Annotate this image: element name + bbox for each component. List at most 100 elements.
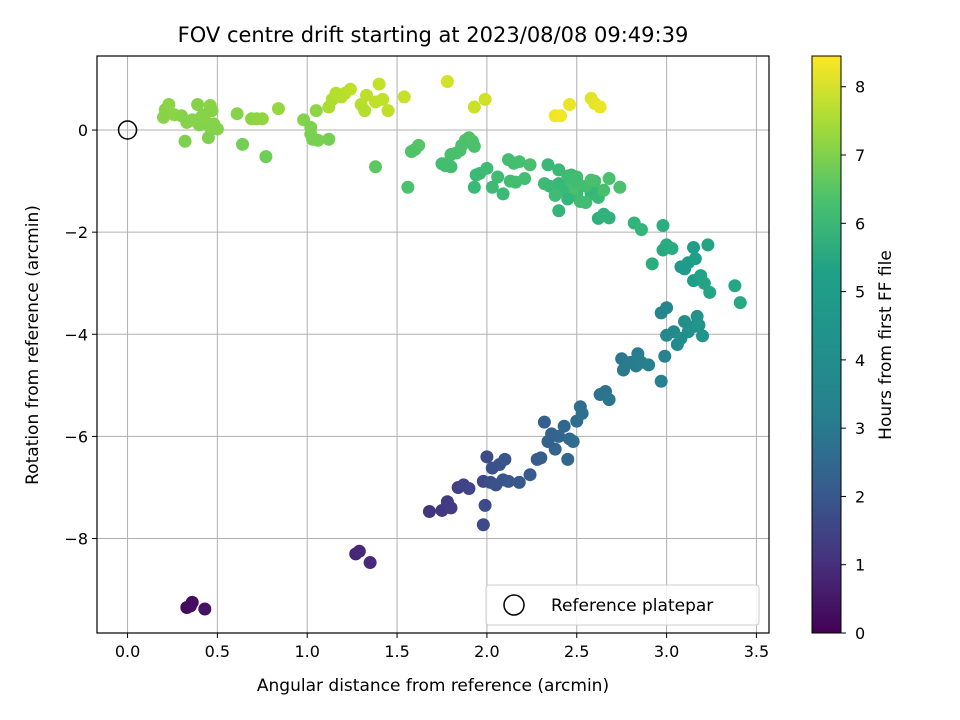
data-point [634, 223, 648, 237]
data-point [554, 109, 568, 123]
data-point [665, 242, 679, 256]
colorbar-tick-label: 8 [855, 78, 865, 97]
data-point [660, 301, 674, 315]
data-point [656, 219, 670, 233]
legend: Reference platepar [485, 584, 760, 626]
colorbar [811, 55, 842, 634]
data-point [183, 599, 197, 613]
data-point [467, 180, 481, 194]
colorbar-tick-label: 7 [855, 146, 865, 165]
colorbar-tick-label: 5 [855, 283, 865, 302]
data-point [480, 450, 494, 464]
colorbar-tick-label: 3 [855, 419, 865, 438]
data-point [480, 161, 494, 175]
data-point [376, 92, 390, 106]
data-point [485, 180, 499, 194]
data-point [534, 451, 548, 465]
data-point [602, 172, 616, 186]
data-point [444, 501, 458, 515]
data-point [309, 104, 323, 118]
data-point [304, 120, 318, 134]
data-point [548, 188, 562, 202]
data-point [440, 75, 454, 89]
y-tick-label: −8 [64, 530, 88, 549]
legend-label: Reference platepar [551, 596, 713, 616]
data-point [205, 104, 219, 118]
data-point [687, 240, 701, 254]
data-point [597, 183, 611, 197]
data-point [688, 252, 702, 266]
chart-title: FOV centre drift starting at 2023/08/08 … [178, 23, 689, 47]
data-point [570, 170, 584, 184]
data-point [476, 518, 490, 532]
data-point [613, 180, 627, 194]
data-point [548, 442, 562, 456]
data-point [561, 452, 575, 466]
colorbar-label: Hours from first FF file [876, 250, 896, 440]
data-point [512, 475, 526, 489]
data-point [381, 104, 395, 118]
data-point [552, 163, 566, 177]
colorbar-ticks: 0 1 2 3 4 5 6 7 8 [841, 78, 865, 643]
data-point [343, 82, 357, 96]
data-point [584, 173, 598, 187]
plot-frame [96, 55, 770, 634]
data-point [369, 160, 383, 174]
data-point [203, 120, 217, 134]
y-tick-label: −2 [64, 223, 88, 242]
data-point [512, 155, 526, 169]
colorbar-tick-label: 4 [855, 351, 865, 370]
data-point [552, 204, 566, 218]
x-axis-label: Angular distance from reference (arcmin) [257, 676, 609, 696]
data-point [478, 92, 492, 106]
x-tick-label: 0.5 [205, 642, 230, 661]
data-point [404, 144, 418, 158]
data-point [523, 158, 537, 172]
data-point [602, 211, 616, 225]
data-point [658, 349, 672, 363]
data-point [496, 187, 510, 201]
data-point [593, 100, 607, 114]
data-point [397, 90, 411, 104]
data-point [230, 107, 244, 121]
data-point [552, 429, 566, 443]
data-point [271, 102, 285, 116]
data-point [363, 556, 377, 570]
x-tick-label: 2.5 [564, 642, 589, 661]
x-tick-label: 1.0 [294, 642, 319, 661]
data-point [491, 170, 505, 184]
data-point [191, 98, 205, 112]
data-point [579, 196, 593, 210]
grid [97, 56, 769, 633]
data-point [541, 158, 555, 172]
data-point [537, 415, 551, 429]
data-point [692, 318, 706, 332]
data-point [189, 114, 203, 128]
data-point [645, 257, 659, 271]
colorbar-tick-label: 1 [855, 556, 865, 575]
x-tick-label: 0.0 [115, 642, 140, 661]
data-point [575, 406, 589, 420]
data-point [358, 104, 372, 118]
data-point [696, 329, 710, 343]
data-point [322, 132, 336, 146]
colorbar-tick-label: 6 [855, 214, 865, 233]
x-tick-label: 3.5 [744, 642, 769, 661]
data-point [642, 358, 656, 372]
data-point [236, 137, 250, 151]
x-tick-label: 2.0 [474, 642, 499, 661]
data-point [372, 77, 386, 91]
legend-box [485, 584, 760, 626]
x-axis-ticks: 0.0 0.5 1.0 1.5 2.0 2.5 3.0 3.5 [115, 633, 769, 661]
data-point [478, 498, 492, 512]
data-point [701, 238, 715, 252]
data-point [162, 98, 176, 112]
colorbar-tick-label: 2 [855, 487, 865, 506]
colorbar-tick-label: 0 [855, 624, 865, 643]
data-point [178, 134, 192, 148]
y-axis-ticks: 0 −2 −4 −6 −8 [64, 121, 97, 549]
data-point [311, 133, 325, 147]
data-point [462, 481, 476, 495]
data-point [467, 100, 481, 114]
